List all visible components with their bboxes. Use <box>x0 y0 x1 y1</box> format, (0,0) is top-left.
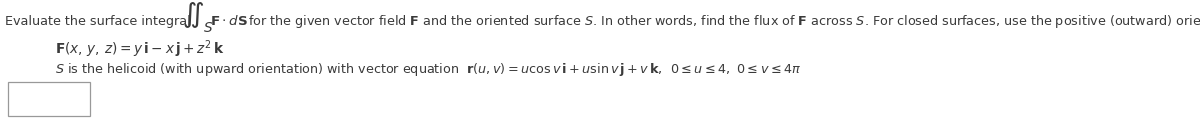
Text: $\mathbf{F}(x,\, y,\, z) = y\,\mathbf{i} - x\,\mathbf{j} + z^2\,\mathbf{k}$: $\mathbf{F}(x,\, y,\, z) = y\,\mathbf{i}… <box>55 38 224 60</box>
Text: $\mathbf{F} \cdot d\mathbf{S}$: $\mathbf{F} \cdot d\mathbf{S}$ <box>210 14 248 28</box>
Text: for the given vector field $\mathbf{F}$ and the oriented surface $S$. In other w: for the given vector field $\mathbf{F}$ … <box>248 12 1200 30</box>
Text: $S$ is the helicoid (with upward orientation) with vector equation  $\mathbf{r}(: $S$ is the helicoid (with upward orienta… <box>55 60 802 77</box>
Bar <box>8 82 90 116</box>
Text: Evaluate the surface integral: Evaluate the surface integral <box>5 15 191 27</box>
Text: $\iint_S$: $\iint_S$ <box>182 1 214 35</box>
